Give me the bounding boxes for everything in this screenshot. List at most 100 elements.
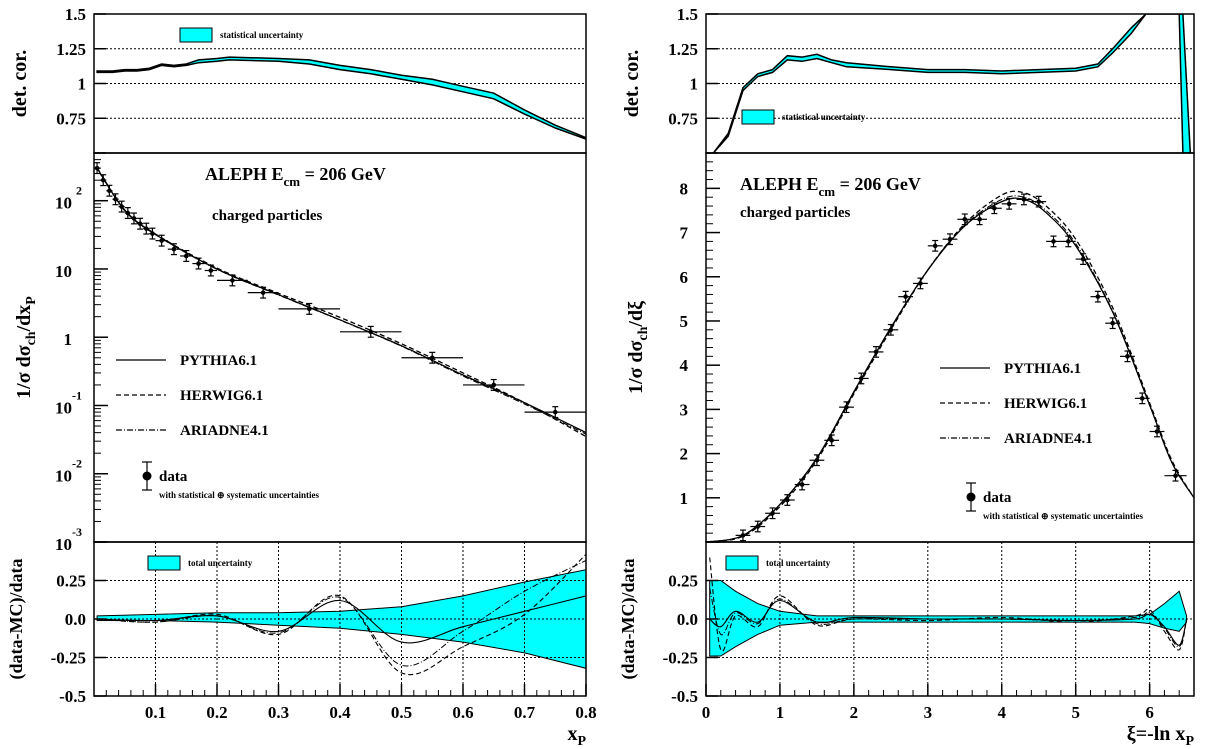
xp-detcor-band bbox=[96, 56, 586, 140]
xi-stat-legend-swatch bbox=[741, 109, 775, 125]
xp-stat-legend-label: statistical uncertainty bbox=[220, 30, 304, 40]
xi-data-marker bbox=[977, 217, 982, 222]
xp-data-marker bbox=[491, 382, 497, 388]
xi-data-marker bbox=[1173, 473, 1178, 478]
xp-data-marker bbox=[208, 268, 214, 273]
xp-x-tick-label: 0.4 bbox=[329, 703, 351, 722]
xp-ariadne-curve bbox=[96, 168, 586, 435]
xp-x-tick-label: 0.7 bbox=[514, 703, 536, 722]
xp-data-marker bbox=[159, 238, 164, 243]
xp-ratio-ylabel: (data-MC)/data bbox=[6, 559, 27, 680]
xp-y-tick-label: 10 bbox=[55, 535, 72, 554]
xi-data-marker bbox=[740, 533, 746, 538]
xp-stat-legend-swatch bbox=[179, 27, 213, 43]
xi-ratio-tick-label: -0.5 bbox=[671, 687, 698, 706]
xi-data-marker bbox=[1154, 429, 1160, 434]
xi-legend-data-marker bbox=[966, 492, 976, 502]
xi-x-tick-label: 3 bbox=[924, 703, 933, 722]
xp-x-tick-label: 0.8 bbox=[575, 703, 596, 722]
xi-total-legend-swatch bbox=[725, 555, 759, 571]
xi-data-marker bbox=[1051, 239, 1056, 244]
xi-data-point bbox=[1031, 195, 1047, 208]
xi-data-point bbox=[824, 434, 840, 447]
xi-data-marker bbox=[1110, 320, 1115, 326]
xi-data-marker bbox=[799, 482, 805, 487]
xi-pythia-curve bbox=[706, 197, 1194, 542]
xp-y-tick-label: 10 bbox=[55, 262, 72, 281]
xp-detcor-tick-label: 0.75 bbox=[56, 109, 86, 128]
xp-data-point bbox=[100, 174, 107, 187]
xp-y-tick-label: 10 bbox=[55, 467, 72, 486]
xp-ratio-tick-label: 0.0 bbox=[65, 610, 86, 629]
xp-data-marker bbox=[100, 177, 106, 183]
xi-data-point bbox=[1075, 253, 1091, 265]
xi-data-point bbox=[1001, 197, 1017, 210]
xi-legend: PYTHIA6.1 HERWIG6.1 ARIADNE4.1 data with sta… bbox=[940, 361, 1144, 521]
xi-data-point bbox=[1090, 290, 1106, 303]
xi-data-marker bbox=[932, 243, 938, 249]
xi-y-tick-label: 5 bbox=[680, 312, 689, 331]
xp-data-point bbox=[180, 249, 193, 262]
xp-x-tick-label: 0.1 bbox=[145, 703, 166, 722]
xi-y-tick-label: 1 bbox=[680, 489, 689, 508]
xp-data-point bbox=[130, 212, 138, 225]
xi-data-marker bbox=[888, 327, 894, 333]
xp-y-tick-label: 10 bbox=[55, 194, 72, 213]
xi-data-point bbox=[927, 239, 943, 252]
xp-detcor-ylabel: det. cor. bbox=[9, 50, 31, 118]
xp-data-marker bbox=[552, 409, 558, 415]
xp-data-point bbox=[112, 193, 119, 206]
xi-detcor-tick-label: 1 bbox=[690, 75, 699, 94]
xp-total-legend-swatch bbox=[147, 555, 181, 571]
xp-data-point bbox=[204, 264, 217, 277]
xp-detcor-panel: 0.75 1 1.25 1.5 statistical uncertainty det. … bbox=[9, 5, 587, 154]
xp-legend-herwig-label: HERWIG6.1 bbox=[180, 388, 263, 404]
xp-data-marker bbox=[131, 216, 137, 221]
xp-data-marker bbox=[183, 253, 189, 259]
xi-legend-pythia-label: PYTHIA6.1 bbox=[1004, 361, 1081, 377]
xp-ratio-panel: -0.5 -0.25 0.0 0.25 total uncertainty (data-M… bbox=[6, 541, 597, 749]
xi-ratio-herwig bbox=[709, 557, 1188, 652]
xi-x-tick-label: 6 bbox=[1145, 703, 1154, 722]
xp-total-legend-label: total uncertainty bbox=[188, 558, 253, 568]
xp-data-marker bbox=[150, 231, 155, 236]
xi-data-point bbox=[957, 213, 973, 226]
xp-x-tick-label: 0.6 bbox=[452, 703, 473, 722]
xp-herwig-curve bbox=[96, 167, 586, 438]
xp-data-marker bbox=[260, 290, 266, 295]
xi-data-point bbox=[750, 520, 766, 533]
xi-data-point bbox=[839, 401, 854, 414]
xp-data-marker bbox=[107, 188, 112, 194]
xi-data-marker bbox=[1036, 199, 1042, 204]
xi-data-point bbox=[972, 213, 987, 226]
xp-ratio-tick-label: 0.25 bbox=[56, 572, 86, 591]
xp-xlabel: xP bbox=[567, 723, 586, 749]
xi-data-point bbox=[1134, 392, 1150, 405]
xp-data-point bbox=[106, 184, 113, 197]
xi-data-point bbox=[1164, 469, 1187, 482]
xp-legend-data-label: data bbox=[159, 469, 188, 485]
xi-legend-data-note: with statistical ⊕ systematic uncertaint… bbox=[983, 511, 1144, 521]
xp-ratio-tick-label: -0.5 bbox=[59, 687, 86, 706]
xi-ratio-tick-label: -0.25 bbox=[663, 649, 698, 668]
xi-data-point bbox=[809, 454, 825, 467]
xi-data-point bbox=[765, 507, 780, 520]
xi-data-marker bbox=[785, 497, 790, 503]
xi-data-points bbox=[735, 193, 1187, 542]
xi-ratio-frame bbox=[705, 541, 1195, 697]
xi-data-marker bbox=[918, 281, 923, 286]
xi-x-tick-label: 5 bbox=[1071, 703, 1080, 722]
xp-data-marker bbox=[125, 210, 131, 216]
xi-ratio-tick-label: 0.25 bbox=[668, 572, 698, 591]
xi-data-point bbox=[883, 323, 899, 336]
xi-data-point bbox=[986, 202, 1002, 215]
xi-data-point bbox=[868, 346, 884, 358]
xi-data-marker bbox=[858, 376, 864, 381]
xp-x-tick-label: 0.2 bbox=[206, 703, 227, 722]
xi-ratio-ylabel: (data-MC)/data bbox=[618, 559, 639, 680]
xi-data-marker bbox=[1006, 201, 1012, 207]
xi-legend-data-label: data bbox=[983, 490, 1012, 506]
xi-ratio-panel: -0.5 -0.25 0.0 0.25 total uncertainty (data-M… bbox=[618, 541, 1195, 749]
xi-detcor-tick-label: 0.75 bbox=[668, 109, 698, 128]
xi-data-marker bbox=[1066, 239, 1071, 244]
